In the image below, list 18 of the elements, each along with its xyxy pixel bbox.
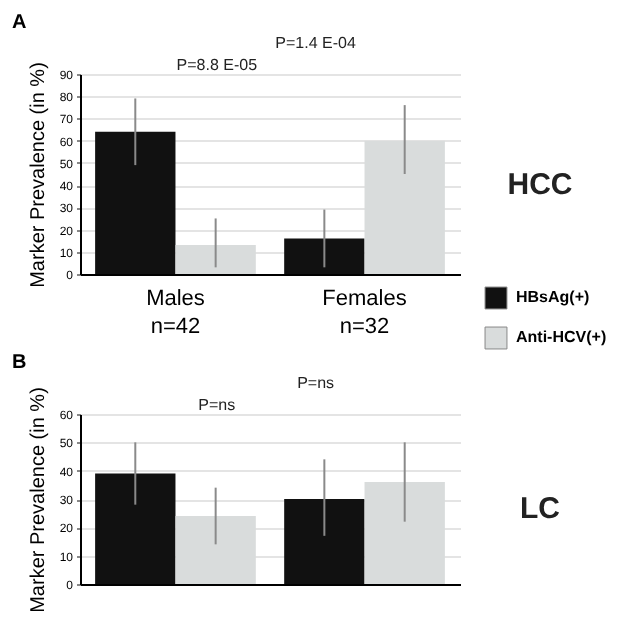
bar [284,238,365,274]
bar [95,473,176,584]
legend-label: HBsAg(+) [516,288,591,306]
y-axis-title: Marker Prevalence (in %) [27,387,50,613]
x-tick-label: Females n=32 [322,287,408,339]
bar [95,131,176,274]
text: P=ns [297,374,335,392]
y-axis-title: Marker Prevalence (in %) [27,62,50,288]
legend-label: Anti-HCV(+) [516,328,607,346]
text: HCC [507,168,573,202]
chart-title: B [12,352,27,374]
bar [284,499,365,584]
text: P=ns [198,396,236,414]
chart-title: A [12,12,27,34]
text: LC [520,491,561,526]
text: P=1.4 E-04 [275,34,357,52]
text: P=8.8 E-05 [176,56,259,74]
x-tick-label: Males n=42 [146,287,206,339]
